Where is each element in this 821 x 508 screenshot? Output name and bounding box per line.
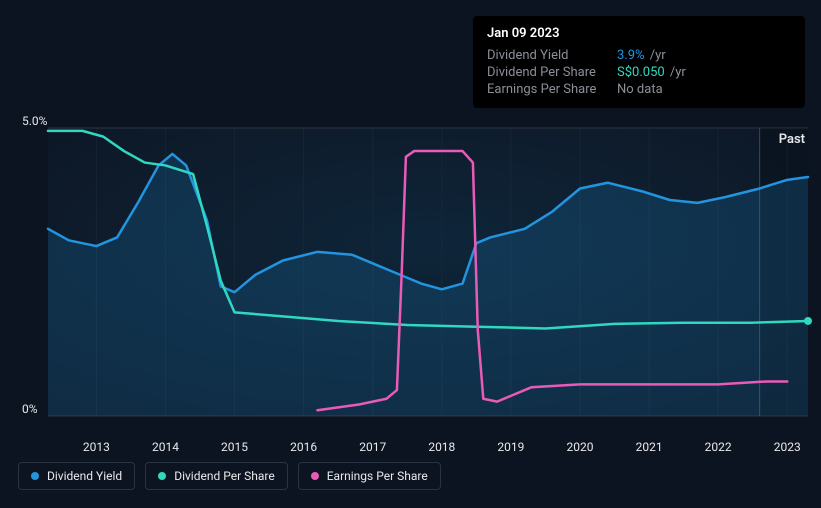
y-axis-label: 0% xyxy=(22,402,38,416)
legend: Dividend Yield Dividend Per Share Earnings… xyxy=(18,462,441,490)
x-axis-label: 2013 xyxy=(83,440,110,454)
x-axis-label: 2017 xyxy=(359,440,386,454)
legend-item[interactable]: Earnings Per Share xyxy=(298,462,441,490)
tooltip-row: Dividend Per ShareS$0.050 /yr xyxy=(487,64,791,81)
x-axis-label: 2014 xyxy=(152,440,179,454)
y-axis-label: 5.0% xyxy=(22,114,47,128)
dividend-chart: Jan 09 2023 Dividend Yield3.9% /yrDivide… xyxy=(0,0,821,508)
past-label: Past xyxy=(779,132,805,147)
tooltip-value: 3.9% /yr xyxy=(617,48,666,63)
tooltip-row: Earnings Per ShareNo data xyxy=(487,81,791,98)
x-axis-label: 2015 xyxy=(221,440,248,454)
tooltip-date: Jan 09 2023 xyxy=(487,26,791,41)
x-axis-label: 2018 xyxy=(428,440,455,454)
tooltip-row: Dividend Yield3.9% /yr xyxy=(487,47,791,64)
legend-swatch xyxy=(31,472,39,480)
tooltip-value: S$0.050 /yr xyxy=(617,65,686,80)
x-axis-label: 2021 xyxy=(636,440,663,454)
tooltip-label: Dividend Yield xyxy=(487,48,617,63)
legend-swatch xyxy=(158,472,166,480)
legend-label: Earnings Per Share xyxy=(327,469,428,483)
legend-label: Dividend Per Share xyxy=(174,469,275,483)
tooltip-label: Dividend Per Share xyxy=(487,65,617,80)
legend-label: Dividend Yield xyxy=(47,469,122,483)
x-axis-label: 2020 xyxy=(567,440,594,454)
legend-swatch xyxy=(311,472,319,480)
x-axis-label: 2019 xyxy=(497,440,524,454)
plot-area: Past 0% 5.0% 2013 2014 2015 2016 2017 2018 2019… xyxy=(0,100,821,460)
tooltip-value: No data xyxy=(617,82,663,97)
legend-item[interactable]: Dividend Per Share xyxy=(145,462,288,490)
tooltip-label: Earnings Per Share xyxy=(487,82,617,97)
legend-item[interactable]: Dividend Yield xyxy=(18,462,135,490)
chart-tooltip: Jan 09 2023 Dividend Yield3.9% /yrDivide… xyxy=(473,16,805,108)
x-axis-label: 2023 xyxy=(774,440,801,454)
chart-svg xyxy=(0,100,821,460)
x-axis-label: 2016 xyxy=(290,440,317,454)
x-axis-label: 2022 xyxy=(705,440,732,454)
